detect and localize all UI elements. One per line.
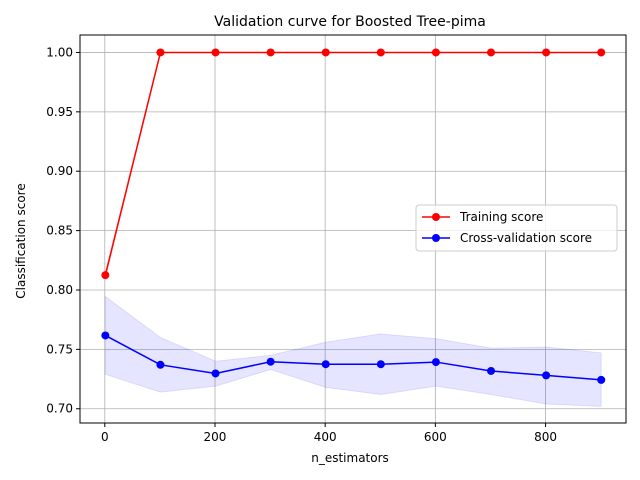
y-tick-label: 0.75: [46, 342, 73, 356]
x-tick-label: 600: [424, 430, 447, 444]
training-score-line: [104, 51, 602, 276]
y-axis-ticks: 0.70 0.75 0.80 0.85 0.90 0.95 1.00: [46, 45, 80, 416]
x-axis-ticks: 0 200 400 600 800: [101, 423, 557, 444]
x-tick-label: 200: [204, 430, 227, 444]
x-axis-label: n_estimators: [311, 451, 389, 465]
legend-box: [415, 204, 618, 252]
series-lines: [104, 51, 602, 381]
cross-validation-score-point: [321, 360, 330, 369]
y-axis-label: Classification score: [14, 183, 28, 298]
legend-cross-validation-label: Cross-validation score: [460, 231, 592, 245]
cross-validation-score-point: [542, 371, 551, 380]
legend-training-label: Training score: [459, 210, 543, 224]
cross-validation-score-point: [487, 366, 496, 375]
cross-validation-score-line: [104, 334, 602, 381]
x-tick-label: 400: [314, 430, 337, 444]
y-tick-label: 0.85: [46, 224, 73, 238]
training-score-point: [211, 48, 220, 57]
cross-validation-score-point: [597, 375, 606, 384]
cross-validation-score-point: [376, 360, 385, 369]
training-score-point: [542, 48, 551, 57]
cross-validation-score-point: [266, 357, 275, 366]
cross-validation-score-point: [211, 369, 220, 378]
series-points: [101, 48, 606, 384]
x-tick-label: 800: [534, 430, 557, 444]
cross-validation-score-point: [156, 360, 165, 369]
cross-validation-score-point: [101, 331, 110, 340]
x-tick-label: 0: [101, 430, 109, 444]
y-tick-label: 0.80: [46, 283, 73, 297]
y-tick-label: 0.95: [46, 105, 73, 119]
training-score-point: [597, 48, 606, 57]
training-score-point: [376, 48, 385, 57]
y-tick-label: 0.90: [46, 164, 73, 178]
training-score-point: [101, 271, 110, 280]
legend-cross-validation-marker: [432, 234, 440, 242]
training-score-point: [156, 48, 165, 57]
grid: [80, 35, 626, 423]
legend: Training score Cross-validation score: [415, 204, 618, 252]
y-tick-label: 0.70: [46, 402, 73, 416]
training-score-point: [431, 48, 440, 57]
y-tick-label: 1.00: [46, 45, 73, 59]
training-score-point: [321, 48, 330, 57]
cross-validation-score-band: [104, 295, 602, 407]
cross-validation-score-point: [431, 358, 440, 367]
training-score-point: [266, 48, 275, 57]
legend-training-marker: [432, 213, 440, 221]
training-score-point: [487, 48, 496, 57]
axes-frame: [79, 34, 627, 424]
chart-title: Validation curve for Boosted Tree-pima: [214, 14, 486, 30]
